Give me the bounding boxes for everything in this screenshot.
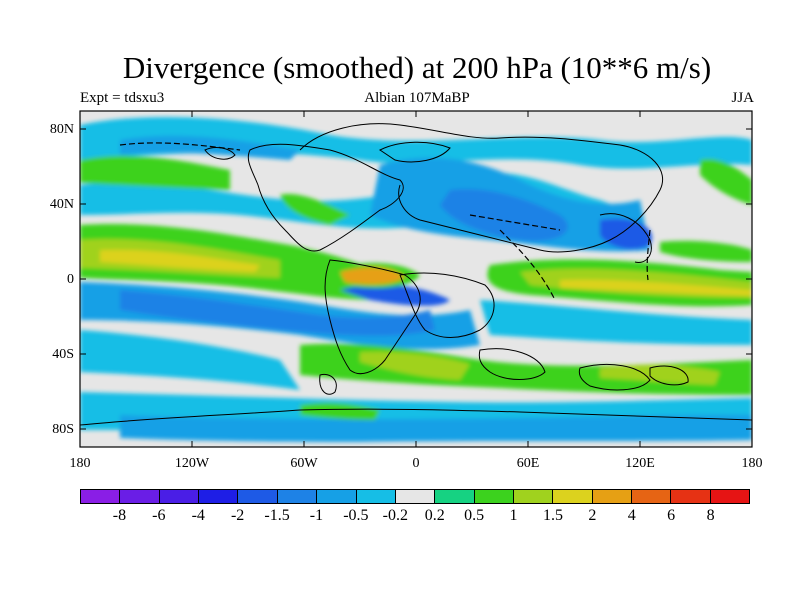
colorbar-box	[356, 490, 396, 503]
colorbar-label: -4	[191, 507, 205, 524]
colorbar-box	[513, 490, 554, 503]
lat-label: 80S	[52, 422, 74, 437]
colorbar-label: 1	[509, 507, 518, 524]
colorbar-label: -0.2	[382, 507, 408, 524]
colorbar-label: 4	[627, 507, 636, 524]
colorbar-label: 0.5	[464, 507, 485, 524]
map-title: Divergence (smoothed) at 200 hPa (10**6 …	[122, 50, 712, 85]
colorbar-box	[395, 490, 436, 503]
lon-label: 0	[412, 456, 420, 471]
colorbar-label: 2	[588, 507, 597, 524]
season-label: JJA	[731, 90, 754, 106]
lon-label: 180	[741, 456, 763, 471]
period-label: Albian 107MaBP	[364, 90, 470, 106]
contour-fields	[80, 117, 752, 442]
lon-label: 180	[69, 456, 91, 471]
colorbar-box	[435, 490, 475, 503]
colorbar-box	[553, 490, 593, 503]
lat-label: 40S	[52, 347, 74, 362]
paleo-shorelines	[119, 142, 651, 301]
colorbar-label: 6	[667, 507, 676, 524]
lon-label: 120W	[174, 456, 210, 471]
colorbar-label: -1.5	[264, 507, 290, 524]
colorbar-box	[632, 490, 672, 503]
lon-label: 60E	[516, 456, 540, 471]
experiment-label: Expt = tdsxu3	[80, 90, 165, 106]
colorbar-label: 8	[706, 507, 715, 524]
colorbar-box	[317, 490, 357, 503]
colorbar-box	[120, 490, 160, 503]
colorbar-box	[199, 490, 239, 503]
lat-label: 80N	[49, 122, 74, 137]
colorbar-label: 0.2	[424, 507, 445, 524]
colorbar-box	[238, 490, 278, 503]
lat-label: 0	[67, 272, 74, 287]
colorbar-label: -2	[230, 507, 245, 524]
colorbar	[80, 489, 750, 504]
colorbar-box	[592, 490, 633, 503]
colorbar-box	[81, 490, 121, 503]
colorbar-box	[277, 490, 318, 503]
colorbar-box	[671, 490, 711, 503]
colorbar-label: -6	[152, 507, 166, 524]
axis-ticks	[80, 111, 752, 447]
colorbar-box	[710, 490, 750, 503]
lon-label: 120E	[625, 456, 655, 471]
colorbar-label: -8	[112, 507, 127, 524]
colorbar-box	[159, 490, 200, 503]
lon-label: 60W	[290, 456, 318, 471]
colorbar-box	[474, 490, 514, 503]
coastlines	[80, 123, 752, 426]
colorbar-label: -0.5	[343, 507, 369, 524]
colorbar-label: 1.5	[542, 507, 563, 524]
colorbar-label: -1	[309, 507, 324, 524]
lat-label: 40N	[49, 197, 74, 212]
